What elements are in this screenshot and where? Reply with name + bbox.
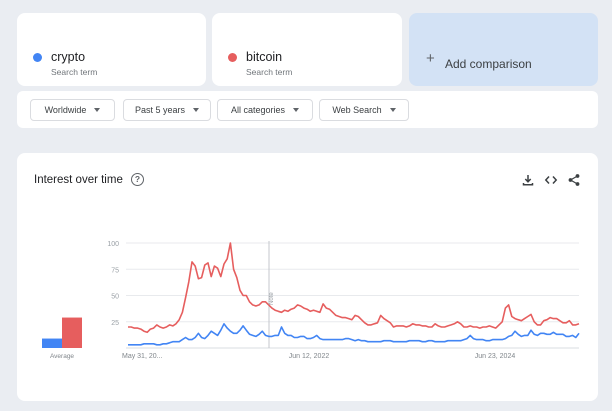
y-tick-label: 50 bbox=[111, 294, 119, 301]
filter-bar: Worldwide Past 5 years All categories We… bbox=[17, 91, 598, 128]
average-bar-bitcoin bbox=[62, 317, 82, 348]
search-term-subtitle: Search term bbox=[51, 67, 98, 77]
y-tick-label: 25 bbox=[111, 320, 119, 327]
search-term-card-crypto[interactable]: crypto Search term bbox=[17, 13, 206, 86]
search-term-name[interactable]: crypto bbox=[51, 50, 86, 64]
series-line-crypto bbox=[128, 323, 580, 346]
filter-label: All categories bbox=[230, 105, 286, 115]
add-comparison-button[interactable]: + Add comparison bbox=[409, 13, 598, 86]
interest-over-time-panel: Interest over time ? 25 50 75 100 May 31, 20… bbox=[17, 153, 598, 401]
y-tick-label: 75 bbox=[111, 267, 119, 274]
annotation-label: Note bbox=[269, 292, 275, 305]
search-term-subtitle: Search term bbox=[246, 67, 293, 77]
search-term-name[interactable]: bitcoin bbox=[246, 50, 283, 64]
help-icon[interactable]: ? bbox=[131, 173, 144, 186]
y-tick-label: 100 bbox=[107, 241, 119, 248]
caret-down-icon bbox=[94, 108, 101, 112]
series-line-bitcoin bbox=[128, 242, 580, 334]
caret-down-icon bbox=[193, 108, 200, 112]
panel-title: Interest over time bbox=[34, 174, 123, 186]
plus-icon: + bbox=[426, 50, 435, 67]
category-filter-dropdown[interactable]: All categories bbox=[217, 99, 313, 121]
time-range-filter-dropdown[interactable]: Past 5 years bbox=[123, 99, 211, 121]
share-icon[interactable] bbox=[567, 173, 581, 187]
region-filter-dropdown[interactable]: Worldwide bbox=[30, 99, 115, 121]
caret-down-icon bbox=[389, 108, 396, 112]
download-icon[interactable] bbox=[521, 173, 535, 187]
average-bar-crypto bbox=[42, 338, 62, 348]
filter-label: Past 5 years bbox=[134, 105, 186, 115]
average-label: Average bbox=[50, 353, 74, 360]
embed-code-icon[interactable] bbox=[544, 173, 558, 187]
x-tick-label: Jun 23, 2024 bbox=[475, 353, 516, 360]
filter-label: Worldwide bbox=[44, 105, 87, 115]
series-color-dot bbox=[33, 53, 42, 62]
search-type-filter-dropdown[interactable]: Web Search bbox=[319, 99, 409, 121]
x-tick-label: Jun 12, 2022 bbox=[289, 353, 330, 360]
series-color-dot bbox=[228, 53, 237, 62]
interest-chart: 25 50 75 100 May 31, 20... Jun 12, 2022 Jun 23… bbox=[42, 241, 580, 360]
filter-label: Web Search bbox=[332, 105, 382, 115]
add-comparison-label: Add comparison bbox=[445, 57, 532, 71]
x-tick-label: May 31, 20... bbox=[122, 353, 163, 360]
caret-down-icon bbox=[293, 108, 300, 112]
search-term-card-bitcoin[interactable]: bitcoin Search term bbox=[212, 13, 402, 86]
